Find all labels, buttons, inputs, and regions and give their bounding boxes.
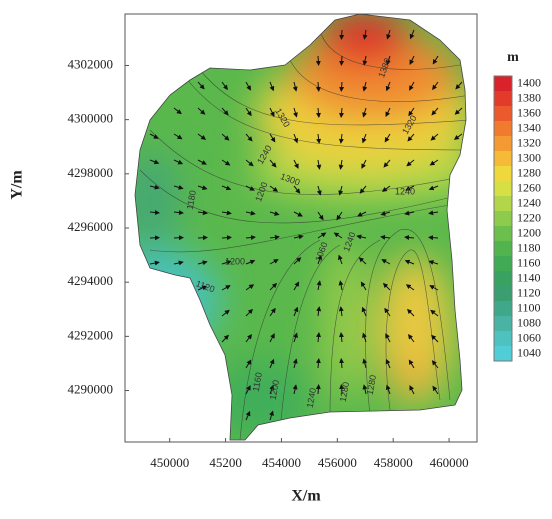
- colorbar-swatch: [494, 271, 512, 286]
- colorbar-swatch: [494, 241, 512, 256]
- colorbar-tick-label: 1180: [517, 240, 541, 254]
- colorbar-tick-label: 1380: [517, 90, 541, 104]
- colorbar-tick-label: 1260: [517, 180, 541, 194]
- y-tick-label: 4290000: [68, 382, 114, 397]
- y-tick-label: 4302000: [68, 56, 114, 71]
- colorbar-tick-label: 1080: [517, 315, 541, 329]
- colorbar-swatch: [494, 256, 512, 271]
- colorbar-tick-label: 1220: [517, 210, 541, 224]
- colorbar-tick-label: 1120: [517, 285, 541, 299]
- flow-arrow: [341, 56, 342, 65]
- y-axis-label: Y/m: [9, 170, 26, 200]
- x-tick-label: 454000: [262, 455, 301, 470]
- y-tick-label: 4300000: [68, 111, 114, 126]
- y-tick-label: 4296000: [68, 219, 114, 234]
- flow-arrow: [198, 237, 207, 238]
- colorbar-tick-label: 1300: [517, 150, 541, 164]
- x-tick-label: 450000: [150, 455, 189, 470]
- colorbar-tick-label: 1160: [517, 255, 541, 269]
- colorbar-tick-label: 1040: [517, 345, 541, 359]
- colorbar-swatch: [494, 76, 512, 91]
- contour-label: 1240: [395, 186, 415, 196]
- x-tick-label: 460000: [430, 455, 469, 470]
- flow-arrow: [341, 30, 342, 39]
- colorbar-swatch: [494, 121, 512, 136]
- flow-arrow: [429, 237, 438, 238]
- colorbar-tick-label: 1360: [517, 105, 541, 119]
- colorbar-swatch: [494, 211, 512, 226]
- colorbar-swatch: [494, 226, 512, 241]
- colorbar-tick-label: 1140: [517, 270, 541, 284]
- colorbar-swatch: [494, 301, 512, 316]
- colorbar-swatch: [494, 136, 512, 151]
- colorbar-tick-label: 1280: [517, 165, 541, 179]
- colorbar-label: m: [507, 50, 519, 65]
- flow-arrow: [318, 385, 319, 394]
- colorbar-swatch: [494, 331, 512, 346]
- colorbar-swatch: [494, 316, 512, 331]
- colorbar-tick-label: 1340: [517, 120, 541, 134]
- colorbar-swatch: [494, 106, 512, 121]
- flow-arrow: [222, 237, 231, 238]
- colorbar-tick-label: 1200: [517, 225, 541, 239]
- y-tick-label: 4292000: [68, 327, 114, 342]
- x-axis-label: X/m: [291, 488, 321, 505]
- colorbar-tick-label: 1400: [517, 75, 541, 89]
- colorbar-swatch: [494, 181, 512, 196]
- colorbar-swatch: [494, 91, 512, 106]
- colorbar-tick-label: 1240: [517, 195, 541, 209]
- y-tick-label: 4298000: [68, 165, 114, 180]
- x-tick-label: 45200: [209, 455, 242, 470]
- colorbar-swatch: [494, 151, 512, 166]
- colorbar-swatch: [494, 346, 512, 361]
- colorbar-tick-label: 1320: [517, 135, 541, 149]
- colorbar-swatch: [494, 286, 512, 301]
- flow-arrow: [318, 56, 319, 65]
- colorbar-tick-label: 1060: [517, 330, 541, 344]
- colorbar-tick-label: 1100: [517, 300, 541, 314]
- x-tick-label: 458000: [374, 455, 413, 470]
- colorbar-swatch: [494, 196, 512, 211]
- contour-label: 1200: [225, 256, 245, 266]
- y-tick-label: 4294000: [68, 273, 114, 288]
- colorbar-swatch: [494, 166, 512, 181]
- x-tick-label: 456000: [318, 455, 357, 470]
